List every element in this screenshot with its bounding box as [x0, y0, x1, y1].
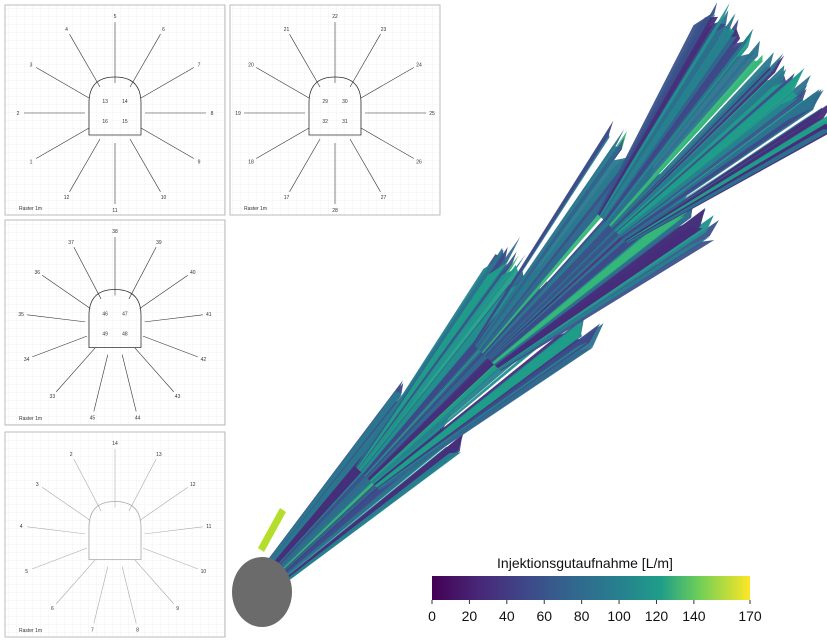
- panel-footer: Raster 1m: [19, 206, 42, 212]
- hole-label: 11: [206, 524, 211, 530]
- hole-label: 44: [135, 415, 141, 421]
- inner-label: 48: [122, 331, 128, 337]
- hole-label: 45: [90, 415, 96, 421]
- hole-label: 2: [17, 111, 20, 117]
- inner-label: 14: [122, 99, 128, 105]
- hole-label: 37: [68, 240, 74, 246]
- colorbar-tick-label: 100: [607, 608, 631, 624]
- figure: 56789101112123413141516Raster 1m22232425…: [0, 0, 827, 640]
- hole-label: 22: [332, 14, 338, 20]
- hole-label: 1: [30, 160, 33, 166]
- colorbar-tick-label: 60: [536, 608, 552, 624]
- hole-label: 7: [91, 627, 94, 633]
- colorbar-tick-label: 40: [499, 608, 515, 624]
- colorbar-tick-label: 140: [682, 608, 706, 624]
- hole-label: 8: [211, 111, 214, 117]
- hole-label: 28: [332, 208, 338, 214]
- hole-label: 27: [381, 195, 387, 201]
- inner-label: 30: [342, 99, 348, 105]
- tunnel-face: [232, 557, 292, 627]
- hole-label: 5: [114, 14, 117, 20]
- colorbar-title: Injektionsgutaufnahme [L/m]: [497, 555, 673, 571]
- hole-label: 36: [34, 270, 40, 276]
- hole-label: 2: [70, 452, 73, 458]
- pattern-panel: 38 39 40 41 42 43 44 45 33 34 35 36 37 46 47 48 49 Raster…: [5, 220, 225, 425]
- colorbar-tick-label: 20: [462, 608, 478, 624]
- hole-label: 34: [24, 357, 30, 363]
- hole-label: 23: [381, 27, 387, 33]
- hole-label: 19: [235, 111, 241, 117]
- hole-label: 10: [201, 569, 207, 575]
- hole-label: 3: [30, 63, 33, 69]
- colorbar: Injektionsgutaufnahme [L/m] 0 20 40 60 80 100 1…: [428, 555, 762, 624]
- hole-label: 10: [161, 195, 167, 201]
- colorbar-tick-label: 170: [738, 608, 762, 624]
- hole-label: 38: [112, 229, 118, 235]
- inner-label: 29: [322, 99, 328, 105]
- panel-footer: Raster 1m: [19, 628, 42, 634]
- hole-label: 17: [284, 195, 290, 201]
- hole-label: 3: [36, 482, 39, 488]
- hole-label: 42: [201, 357, 207, 363]
- hole-label: 25: [429, 111, 435, 117]
- pattern-panel: 22 23 24 25 26 27 28 17 18 19 20 21 29 30 31 32 Raster 1…: [230, 5, 440, 215]
- hole-label: 5: [25, 569, 28, 575]
- hole-label: 6: [162, 27, 165, 33]
- hole-label: 20: [248, 63, 254, 69]
- hole-label: 9: [198, 160, 201, 166]
- hole-label: 7: [198, 63, 201, 69]
- hole-label: 14: [112, 441, 118, 447]
- panel-footer: Raster 1m: [19, 416, 42, 422]
- colorbar-gradient: [432, 576, 750, 600]
- inner-label: 16: [102, 119, 108, 125]
- hole-label: 8: [136, 627, 139, 633]
- hole-label: 18: [248, 160, 254, 166]
- hole-label: 9: [176, 606, 179, 612]
- hole-label: 33: [50, 394, 56, 400]
- hole-label: 4: [20, 524, 23, 530]
- panel-footer: Raster 1m: [244, 206, 267, 212]
- hole-label: 11: [112, 208, 117, 214]
- hole-label: 26: [416, 160, 422, 166]
- colorbar-tick-label: 120: [645, 608, 669, 624]
- hole-label: 13: [156, 452, 162, 458]
- hole-label: 24: [416, 63, 422, 69]
- hole-label: 21: [284, 27, 290, 33]
- inner-label: 13: [102, 99, 108, 105]
- inner-label: 15: [122, 119, 128, 125]
- inner-label: 31: [342, 119, 348, 125]
- inner-label: 32: [322, 119, 328, 125]
- inner-label: 49: [102, 331, 108, 337]
- colorbar-tick-label: 0: [428, 608, 436, 624]
- hole-label: 40: [190, 270, 196, 276]
- hole-label: 12: [190, 482, 196, 488]
- inner-label: 47: [122, 312, 128, 318]
- hole-label: 43: [175, 394, 181, 400]
- hole-label: 41: [206, 312, 212, 318]
- hole-label: 4: [65, 27, 68, 33]
- hole-label: 6: [51, 606, 54, 612]
- hole-label: 39: [156, 240, 162, 246]
- colorbar-tick-label: 80: [574, 608, 590, 624]
- inner-label: 46: [102, 312, 108, 318]
- pattern-panel: 14 13 12 11 10 9 8 7 6 5 4 3 2 Raster 1m: [5, 432, 225, 637]
- hole-label: 35: [18, 312, 24, 318]
- hole-label: 12: [64, 195, 70, 201]
